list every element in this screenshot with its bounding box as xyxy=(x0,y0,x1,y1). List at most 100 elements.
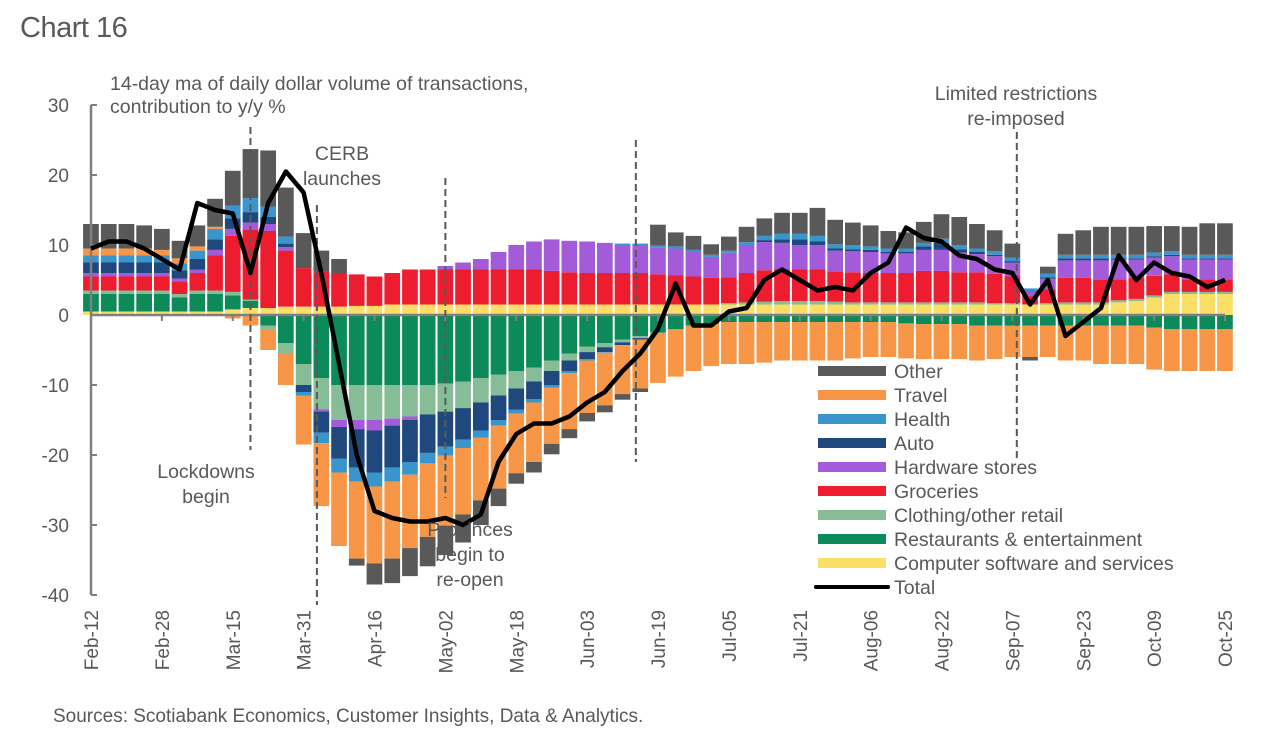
x-tick-label: Mar-31 xyxy=(295,610,316,670)
bar-segment-computer-software-and-services xyxy=(455,304,471,315)
bar-segment-restaurants-entertainment xyxy=(100,294,117,312)
bar-segment-groceries xyxy=(473,269,489,305)
bar-segment-other xyxy=(791,212,808,234)
bar-segment-auto xyxy=(154,262,170,273)
bar-segment-other xyxy=(402,548,418,577)
bar-segment-health xyxy=(402,462,418,475)
bar-segment-health xyxy=(1217,254,1233,259)
bar-segment-hardware-stores xyxy=(845,251,861,273)
bar-segment-clothing-other-retail xyxy=(278,343,294,354)
bar-segment-travel xyxy=(738,322,755,364)
bar-segment-computer-software-and-services xyxy=(313,306,330,315)
bar-segment-clothing-other-retail xyxy=(1057,302,1074,305)
bar-segment-computer-software-and-services xyxy=(100,311,117,315)
bar-segment-clothing-other-retail xyxy=(862,302,879,305)
annotation-text: re-open xyxy=(436,569,503,591)
bar-segment-clothing-other-retail xyxy=(1199,291,1216,294)
bar-segment-auto xyxy=(1199,258,1216,260)
bar-segment-hardware-stores xyxy=(791,245,808,270)
bar-segment-groceries xyxy=(278,250,294,307)
bar-segment-clothing-other-retail xyxy=(1040,303,1056,305)
bar-segment-groceries xyxy=(809,269,826,301)
bar-segment-restaurants-entertainment xyxy=(1199,315,1216,329)
bar-segment-groceries xyxy=(543,270,560,305)
bar-segment-auto xyxy=(171,270,188,279)
bar-segment-clothing-other-retail xyxy=(1004,303,1021,305)
bar-segment-travel xyxy=(260,329,276,350)
bar-segment-travel xyxy=(118,248,135,256)
bar-segment-computer-software-and-services xyxy=(933,304,950,315)
bar-segment-hardware-stores xyxy=(1199,259,1216,280)
bar-segment-clothing-other-retail xyxy=(986,303,1003,305)
legend-swatch xyxy=(818,390,886,400)
bar-segment-restaurants-entertainment xyxy=(703,315,719,325)
bar-segment-groceries xyxy=(685,276,702,305)
bar-segment-other xyxy=(756,218,773,236)
bar-segment-computer-software-and-services xyxy=(809,304,826,315)
bar-segment-computer-software-and-services xyxy=(171,311,188,315)
bar-segment-other xyxy=(933,214,950,239)
bar-segment-restaurants-entertainment xyxy=(154,294,170,312)
bar-segment-clothing-other-retail xyxy=(207,290,223,294)
bar-segment-auto xyxy=(1128,258,1145,260)
bar-segment-computer-software-and-services xyxy=(827,304,843,315)
bar-segment-auto xyxy=(791,239,808,245)
bar-segment-hardware-stores xyxy=(721,252,737,278)
bar-segment-other xyxy=(1146,226,1162,253)
legend-swatch xyxy=(818,462,886,472)
chart-title: Chart 16 xyxy=(20,12,128,44)
bar-segment-restaurants-entertainment xyxy=(419,315,436,385)
bar-segment-hardware-stores xyxy=(171,278,188,282)
bar-segment-health xyxy=(951,245,968,250)
bar-segment-groceries xyxy=(597,273,613,305)
bar-segment-computer-software-and-services xyxy=(154,311,170,315)
bar-segment-computer-software-and-services xyxy=(490,304,507,315)
bar-segment-clothing-other-retail xyxy=(791,301,808,305)
bar-segment-clothing-other-retail xyxy=(827,301,843,305)
bar-segment-groceries xyxy=(1110,279,1127,301)
bar-segment-computer-software-and-services xyxy=(295,306,312,315)
bar-segment-hardware-stores xyxy=(313,409,330,412)
bar-segment-groceries xyxy=(986,273,1003,304)
bar-segment-other xyxy=(260,150,276,207)
bar-segment-hardware-stores xyxy=(207,249,223,256)
bar-segment-hardware-stores xyxy=(455,262,471,270)
bar-segment-groceries xyxy=(614,273,631,305)
bar-segment-other xyxy=(579,413,595,422)
bar-segment-clothing-other-retail xyxy=(632,336,649,339)
bar-segment-hardware-stores xyxy=(118,273,135,277)
bar-segment-restaurants-entertainment xyxy=(473,315,489,378)
bar-segment-computer-software-and-services xyxy=(650,304,666,315)
bar-segment-restaurants-entertainment xyxy=(278,315,294,343)
bar-segment-other xyxy=(880,231,897,249)
bar-segment-clothing-other-retail xyxy=(260,325,276,329)
chart-subtitle: 14-day ma of daily dollar volume of tran… xyxy=(110,73,528,95)
bar-segment-restaurants-entertainment xyxy=(1057,315,1074,326)
bar-segment-groceries xyxy=(384,273,401,305)
total-line xyxy=(90,169,1226,528)
bar-segment-computer-software-and-services xyxy=(597,304,613,315)
bar-segment-auto xyxy=(189,259,206,270)
bar-segment-computer-software-and-services xyxy=(845,304,861,315)
bar-segment-other xyxy=(1075,230,1092,255)
bar-segment-clothing-other-retail xyxy=(189,290,206,294)
bar-segment-computer-software-and-services xyxy=(1164,294,1180,315)
bar-segment-groceries xyxy=(1181,279,1198,292)
bar-segment-auto xyxy=(1057,258,1074,261)
bar-segment-other xyxy=(366,563,383,585)
bar-segment-health xyxy=(508,409,525,414)
bar-segment-hardware-stores xyxy=(703,256,719,278)
bar-segment-groceries xyxy=(738,273,755,303)
bar-segment-auto xyxy=(827,248,843,251)
bar-segment-restaurants-entertainment xyxy=(667,315,684,329)
bar-segment-auto xyxy=(118,262,135,273)
x-tick-label: May-02 xyxy=(436,610,457,673)
bar-segment-travel xyxy=(969,325,985,361)
bar-segment-computer-software-and-services xyxy=(1146,297,1162,315)
bar-segment-groceries xyxy=(1057,277,1074,303)
bar-segment-groceries xyxy=(118,276,135,291)
bar-segment-auto xyxy=(295,385,312,392)
annotation-lines xyxy=(249,127,1018,605)
bar-segment-computer-software-and-services xyxy=(207,311,223,315)
bar-segment-restaurants-entertainment xyxy=(1217,315,1233,329)
